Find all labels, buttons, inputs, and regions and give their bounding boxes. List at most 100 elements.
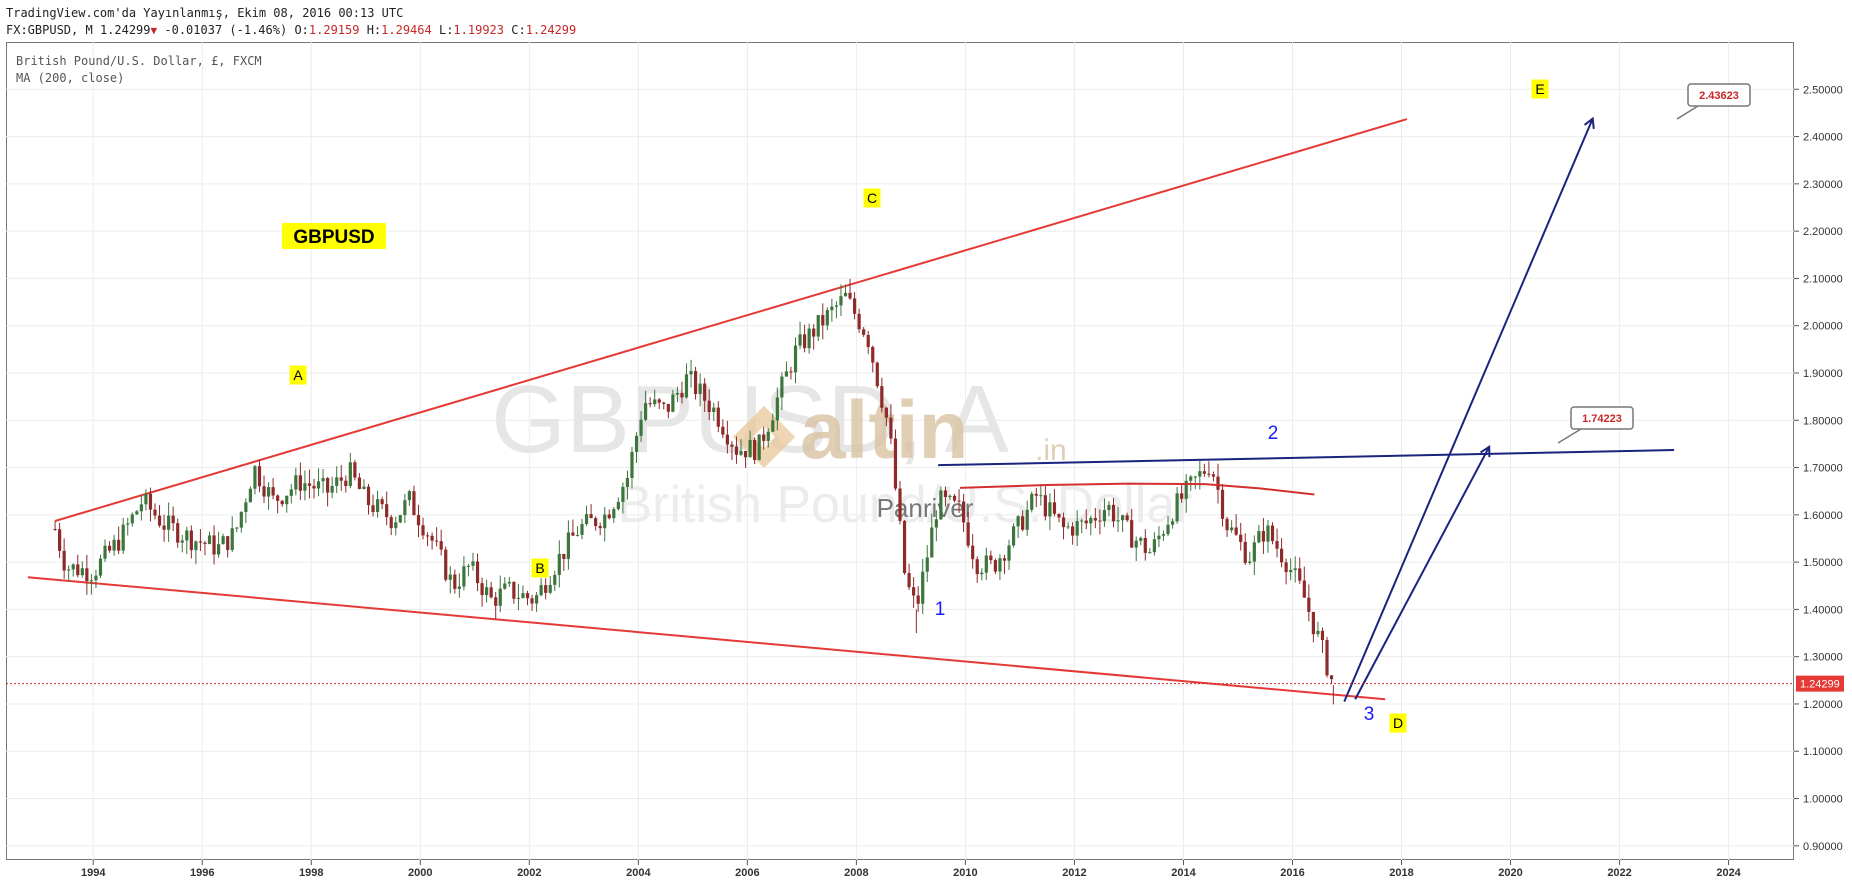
candle-body — [1198, 471, 1202, 477]
x-tick-2000: 2000 — [408, 867, 432, 879]
candle-body — [430, 535, 434, 541]
candle-body — [707, 400, 711, 412]
change-text: -0.01037 (-1.46%) — [164, 23, 288, 37]
candle-body — [1289, 569, 1293, 573]
candle-body — [1180, 493, 1184, 499]
chart-frame[interactable] — [6, 42, 1794, 860]
candle-body — [198, 541, 203, 543]
wave-d-label: D — [1393, 715, 1403, 731]
trendlines — [27, 118, 1675, 702]
candle-body — [1130, 520, 1134, 548]
candle-body — [639, 419, 643, 436]
candle-body — [821, 315, 825, 326]
candle-body — [153, 509, 157, 516]
high-label: H: — [366, 23, 382, 37]
candle-body — [693, 371, 698, 395]
candle-body — [1270, 525, 1275, 542]
line-upper — [54, 118, 1408, 522]
candle-body — [1048, 502, 1052, 517]
candle-body — [1275, 541, 1279, 549]
candle-body — [893, 438, 898, 489]
candle-body — [534, 595, 539, 604]
candle-body — [662, 402, 666, 404]
candle-body — [407, 491, 411, 501]
wave-c-label: C — [867, 190, 877, 206]
symbol-description: British Pound/U.S. Dollar, £, FXCM — [16, 54, 262, 68]
candle-body — [103, 545, 107, 559]
candle-body — [148, 493, 153, 510]
candle-body — [948, 495, 952, 498]
candle-body — [203, 542, 207, 544]
candle-body — [330, 485, 334, 493]
candle-body — [630, 451, 634, 478]
close-label: C: — [511, 23, 526, 37]
x-tick-2016: 2016 — [1280, 867, 1304, 879]
callout-target-high-box — [1687, 83, 1751, 107]
candle-body — [1080, 520, 1084, 522]
candle-body — [389, 517, 393, 529]
x-tick-2008: 2008 — [844, 867, 868, 879]
wave-1-label: 1 — [935, 599, 946, 620]
candle-body — [121, 524, 125, 551]
candle-body — [634, 435, 639, 452]
candle-body — [1248, 561, 1252, 564]
candle-body — [1293, 568, 1297, 570]
candle-body — [1111, 504, 1116, 522]
candle-body — [107, 545, 112, 551]
candle-body — [657, 399, 661, 403]
candle-body — [1025, 509, 1029, 530]
candle-body — [1120, 515, 1125, 521]
candle-body — [371, 505, 375, 513]
watermark-logo-text: altin — [800, 385, 969, 476]
candle-body — [753, 439, 757, 461]
candle-body — [312, 485, 316, 489]
candle-body — [621, 486, 625, 502]
candle-body — [807, 328, 811, 349]
candle-body — [971, 545, 975, 560]
candle-body — [362, 486, 366, 489]
candle-body — [1148, 552, 1152, 554]
candle-body — [653, 399, 657, 405]
candle-body — [1189, 476, 1193, 481]
candle-body — [1239, 534, 1243, 542]
candle-body — [380, 499, 384, 505]
candle-body — [157, 515, 162, 526]
candle-body — [498, 588, 502, 606]
candle-body — [684, 374, 689, 398]
y-tick-2.20000: 2.20000 — [1803, 226, 1843, 238]
candle-body — [521, 593, 525, 598]
y-tick-1.90000: 1.90000 — [1803, 368, 1843, 380]
candle-body — [112, 539, 116, 551]
candle-body — [943, 490, 948, 498]
candle-body — [235, 527, 239, 529]
callout-target-high-pointer — [1676, 105, 1699, 120]
candle-body — [67, 569, 71, 571]
candle-body — [421, 525, 425, 536]
wave-a-label: A — [293, 367, 303, 383]
y-tick-1.50000: 1.50000 — [1803, 557, 1843, 569]
candle-body — [475, 561, 480, 584]
wave-e-label: E — [1535, 81, 1544, 97]
moving-average-line — [959, 482, 1315, 496]
candle-body — [230, 528, 234, 550]
candle-body — [1134, 540, 1138, 548]
candle-body — [466, 565, 471, 567]
y-tick-1.10000: 1.10000 — [1803, 746, 1843, 758]
candle-body — [1102, 510, 1107, 522]
x-tick-2006: 2006 — [735, 867, 759, 879]
high-value: 1.29464 — [381, 23, 432, 37]
candle-body — [485, 587, 489, 596]
candle-body — [1043, 495, 1047, 517]
candle-body — [471, 561, 475, 566]
candle-body — [875, 362, 879, 387]
candle-body — [1007, 545, 1011, 561]
candle-body — [680, 392, 684, 398]
candle-body — [435, 540, 439, 542]
low-value: 1.19923 — [453, 23, 504, 37]
candle-body — [880, 386, 884, 408]
candle-body — [1261, 531, 1266, 542]
line-resistance — [938, 449, 1675, 467]
candle-body — [775, 397, 779, 421]
candle-body — [725, 434, 729, 445]
